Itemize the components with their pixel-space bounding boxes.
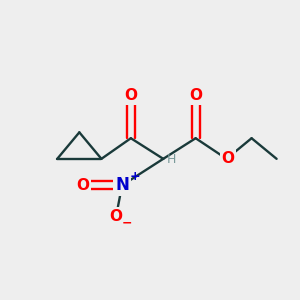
Text: N: N [115, 176, 129, 194]
Text: H: H [167, 153, 176, 166]
Text: +: + [129, 170, 140, 183]
Text: O: O [189, 88, 202, 103]
Text: O: O [77, 178, 90, 193]
Text: O: O [221, 151, 235, 166]
Text: O: O [124, 88, 137, 103]
Text: −: − [122, 216, 133, 229]
Text: O: O [110, 209, 123, 224]
